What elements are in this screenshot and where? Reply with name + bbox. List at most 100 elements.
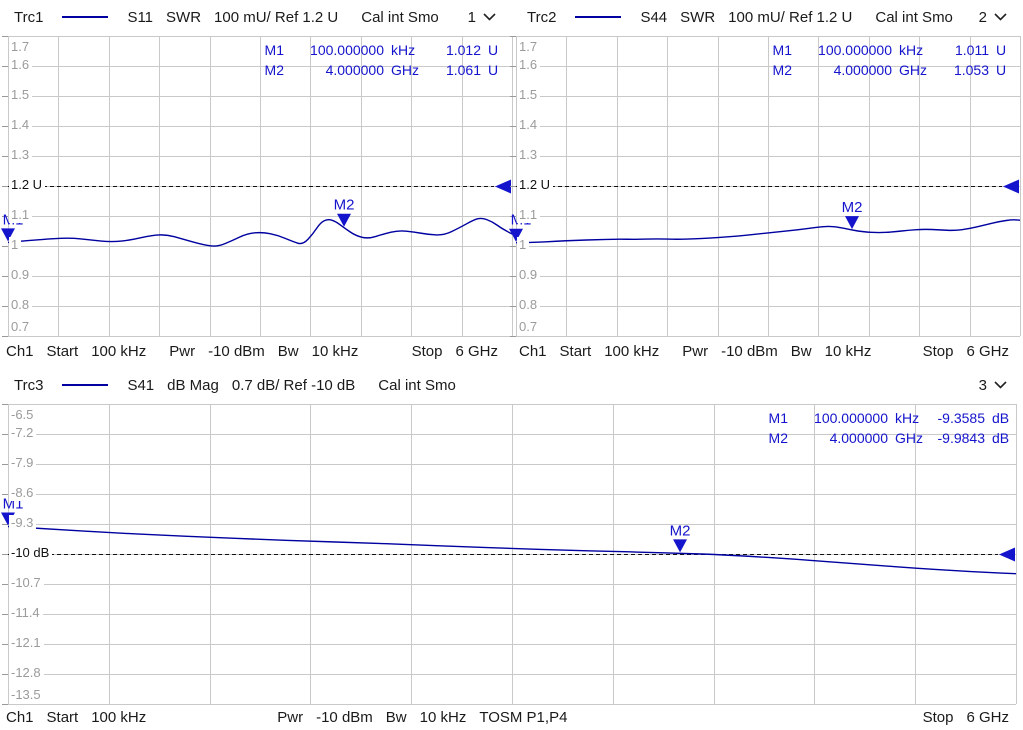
marker-m2[interactable]: M2 bbox=[334, 197, 355, 227]
marker-frequency: 100.000000 bbox=[814, 410, 888, 426]
trace-header-1[interactable]: Trc1 S11 SWR 100 mU/ Ref 1.2 U Cal int S… bbox=[0, 0, 512, 34]
y-axis-label: 0.8 bbox=[517, 297, 541, 313]
ref-level-arrow-icon[interactable] bbox=[999, 547, 1015, 562]
trace-panel-1: Trc1 S11 SWR 100 mU/ Ref 1.2 U Cal int S… bbox=[0, 0, 513, 366]
bandwidth-value[interactable]: 10 kHz bbox=[311, 342, 359, 360]
trace-panel-2: Trc2 S44 SWR 100 mU/ Ref 1.2 U Cal int S… bbox=[509, 0, 1023, 366]
y-axis-label: 1.1 bbox=[517, 207, 541, 223]
ref-level-arrow-icon[interactable] bbox=[1003, 179, 1019, 194]
y-axis-label: 1.4 bbox=[517, 117, 541, 133]
start-value[interactable]: 100 kHz bbox=[91, 708, 147, 726]
marker-frequency: 4.000000 bbox=[833, 62, 892, 78]
marker-triangle-icon[interactable] bbox=[845, 216, 860, 230]
channel-number: 3 bbox=[978, 376, 987, 394]
chevron-down-icon bbox=[483, 13, 496, 21]
marker-frequency-unit: kHz bbox=[391, 42, 416, 58]
plot-area[interactable]: M1 M2 bbox=[509, 36, 1021, 337]
y-axis-label: -9.3 bbox=[9, 515, 37, 531]
marker-value-unit: U bbox=[488, 62, 499, 78]
marker-name: M2 bbox=[768, 430, 788, 446]
y-axis-label: 1 bbox=[9, 237, 22, 253]
marker-label: M2 bbox=[670, 522, 691, 539]
channel-select[interactable]: 2 bbox=[979, 9, 1007, 26]
y-axis-label: -11.4 bbox=[9, 605, 43, 621]
channel-select[interactable]: 1 bbox=[468, 9, 496, 26]
trace-header-2[interactable]: Trc2 S44 SWR 100 mU/ Ref 1.2 U Cal int S… bbox=[513, 0, 1023, 34]
start-value[interactable]: 100 kHz bbox=[91, 342, 147, 360]
power-label[interactable]: Pwr bbox=[169, 342, 196, 360]
marker-name: M1 bbox=[264, 42, 284, 58]
sparam-label: S41 bbox=[127, 376, 155, 394]
channel-footer-1: Ch1 Start 100 kHz Pwr -10 dBm Bw 10 kHz … bbox=[0, 336, 512, 366]
format-label: dB Mag bbox=[167, 376, 219, 394]
marker-value: -9.9843 bbox=[937, 430, 985, 446]
scale-label: 100 mU/ Ref 1.2 U bbox=[728, 8, 853, 26]
sparam-label: S11 bbox=[127, 8, 154, 26]
bandwidth-label[interactable]: Bw bbox=[277, 342, 299, 360]
marker-triangle-icon[interactable] bbox=[337, 213, 352, 227]
marker-m2[interactable]: M2 bbox=[670, 522, 691, 553]
y-axis-label: 1.3 bbox=[9, 147, 33, 163]
stop-label[interactable]: Stop bbox=[922, 708, 954, 726]
start-label[interactable]: Start bbox=[46, 342, 79, 360]
power-value[interactable]: -10 dBm bbox=[316, 708, 373, 726]
start-label[interactable]: Start bbox=[46, 708, 79, 726]
channel-select[interactable]: 3 bbox=[979, 377, 1007, 394]
marker-frequency-unit: GHz bbox=[391, 62, 419, 78]
format-label: SWR bbox=[680, 8, 716, 26]
bandwidth-label[interactable]: Bw bbox=[790, 342, 812, 360]
marker-triangle-icon[interactable] bbox=[509, 228, 523, 242]
channel-label[interactable]: Ch1 bbox=[519, 342, 547, 360]
trace-path bbox=[7, 217, 513, 247]
marker-frequency: 100.000000 bbox=[818, 42, 892, 58]
stop-label[interactable]: Stop bbox=[411, 342, 443, 360]
y-axis-label: -6.5 bbox=[9, 407, 37, 423]
marker-frequency-unit: GHz bbox=[895, 430, 923, 446]
trace-name-label: Trc1 bbox=[14, 8, 44, 26]
trace-header-3[interactable]: Trc3 S41 dB Mag 0.7 dB/ Ref -10 dB Cal i… bbox=[0, 368, 1023, 402]
marker-label: M2 bbox=[842, 199, 863, 216]
marker-row: M1 100.000000 kHz -9.3585 dB bbox=[762, 408, 1012, 428]
marker-row: M2 4.000000 GHz 1.061 U bbox=[258, 60, 508, 80]
marker-row: M2 4.000000 GHz 1.053 U bbox=[766, 60, 1016, 80]
marker-readout-2: M1 100.000000 kHz 1.011 U M2 4.000000 GH… bbox=[766, 40, 1016, 80]
stop-value[interactable]: 6 GHz bbox=[966, 342, 1009, 360]
scale-label: 0.7 dB/ Ref -10 dB bbox=[231, 376, 356, 394]
trace-color-sample bbox=[575, 16, 622, 18]
plot-area[interactable]: M1 M2 bbox=[1, 404, 1017, 705]
y-axis-label: 0.9 bbox=[9, 267, 33, 283]
ref-level-arrow-icon[interactable] bbox=[495, 179, 511, 194]
channel-label[interactable]: Ch1 bbox=[6, 708, 34, 726]
plot-area[interactable]: M1 M2 bbox=[1, 36, 513, 337]
marker-frequency-unit: kHz bbox=[899, 42, 924, 58]
plot-container-2: M1 100.000000 kHz 1.011 U M2 4.000000 GH… bbox=[509, 36, 1021, 337]
marker-triangle-icon[interactable] bbox=[1, 228, 15, 242]
y-axis-label: 1.5 bbox=[9, 87, 33, 103]
stop-value[interactable]: 6 GHz bbox=[455, 342, 498, 360]
marker-value-unit: dB bbox=[992, 410, 1010, 426]
power-value[interactable]: -10 dBm bbox=[721, 342, 778, 360]
y-axis-label: 0.9 bbox=[517, 267, 541, 283]
marker-triangle-icon[interactable] bbox=[673, 539, 688, 553]
bandwidth-value[interactable]: 10 kHz bbox=[824, 342, 872, 360]
bandwidth-label[interactable]: Bw bbox=[385, 708, 407, 726]
y-axis-label: -12.1 bbox=[9, 635, 44, 651]
start-label[interactable]: Start bbox=[559, 342, 592, 360]
trace-name-label: Trc3 bbox=[14, 376, 44, 394]
channel-label[interactable]: Ch1 bbox=[6, 342, 34, 360]
bandwidth-value[interactable]: 10 kHz bbox=[419, 708, 467, 726]
cal-note: TOSM P1,P4 bbox=[479, 708, 568, 726]
marker-value-unit: U bbox=[488, 42, 499, 58]
power-label[interactable]: Pwr bbox=[277, 708, 304, 726]
start-value[interactable]: 100 kHz bbox=[604, 342, 660, 360]
power-label[interactable]: Pwr bbox=[682, 342, 709, 360]
marker-frequency-unit: GHz bbox=[899, 62, 927, 78]
y-axis-label: -7.2 bbox=[9, 425, 37, 441]
marker-m2[interactable]: M2 bbox=[842, 199, 863, 230]
stop-value[interactable]: 6 GHz bbox=[966, 708, 1009, 726]
marker-name: M1 bbox=[768, 410, 788, 426]
y-axis-label: 1.1 bbox=[9, 207, 33, 223]
power-value[interactable]: -10 dBm bbox=[208, 342, 265, 360]
stop-label[interactable]: Stop bbox=[922, 342, 954, 360]
marker-value: 1.012 bbox=[445, 42, 481, 58]
